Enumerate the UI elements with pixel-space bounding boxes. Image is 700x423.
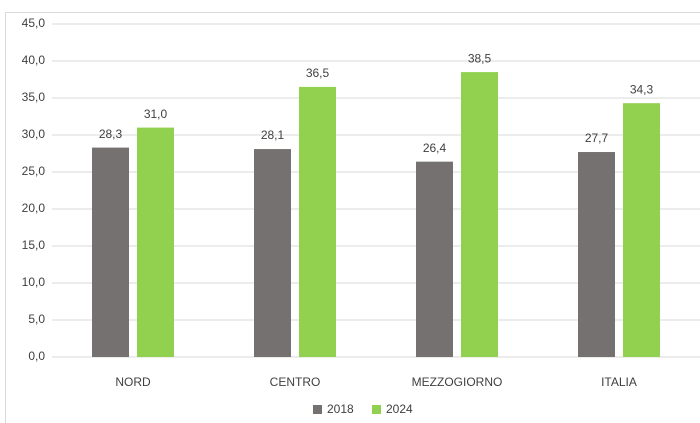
- y-tick-label: 25,0: [22, 164, 46, 178]
- y-tick-label: 35,0: [22, 90, 46, 104]
- y-tick-label: 20,0: [22, 201, 46, 215]
- y-tick-label: 15,0: [22, 238, 46, 252]
- bar: [461, 72, 498, 357]
- chart-frame: [5, 12, 700, 423]
- bar: [578, 152, 615, 357]
- value-label: 38,5: [468, 51, 492, 65]
- x-tick-label: ITALIA: [601, 375, 637, 389]
- bar: [623, 103, 660, 358]
- legend-label: 2024: [386, 402, 413, 416]
- value-label: 26,4: [423, 141, 447, 155]
- bar: [137, 127, 174, 357]
- y-tick-label: 45,0: [22, 16, 46, 30]
- value-label: 27,7: [585, 131, 609, 145]
- legend-label: 2018: [327, 402, 354, 416]
- bar: [254, 149, 291, 357]
- legend-swatch: [313, 405, 322, 414]
- x-tick-label: NORD: [115, 375, 151, 389]
- legend-swatch: [372, 405, 381, 414]
- x-tick-label: CENTRO: [270, 375, 321, 389]
- y-tick-label: 5,0: [28, 312, 45, 326]
- value-label: 34,3: [630, 82, 654, 96]
- value-label: 28,3: [99, 127, 123, 141]
- bar: [416, 161, 453, 357]
- value-label: 36,5: [306, 66, 330, 80]
- value-label: 31,0: [144, 107, 168, 121]
- y-tick-label: 30,0: [22, 127, 46, 141]
- value-label: 28,1: [261, 128, 285, 142]
- y-tick-label: 40,0: [22, 53, 46, 67]
- bar: [299, 86, 336, 358]
- x-tick-label: MEZZOGIORNO: [412, 375, 503, 389]
- bar: [92, 147, 129, 357]
- y-tick-label: 10,0: [22, 275, 46, 289]
- y-tick-label: 0,0: [28, 349, 45, 363]
